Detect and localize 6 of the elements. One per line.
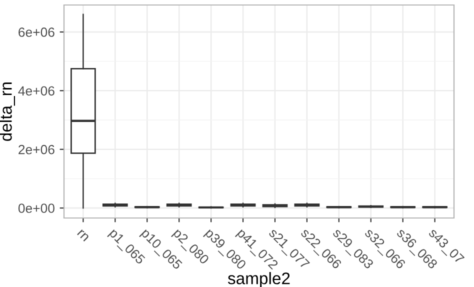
- y-tick-label: 6e+06: [18, 28, 54, 37]
- y-tick-label: 0e+00: [18, 204, 54, 213]
- y-axis-title: delta_rn: [0, 82, 15, 141]
- x-tick-label: rn: [77, 229, 90, 242]
- y-tick-label: 4e+06: [18, 86, 54, 96]
- y-tick-label: 2e+06: [18, 144, 54, 154]
